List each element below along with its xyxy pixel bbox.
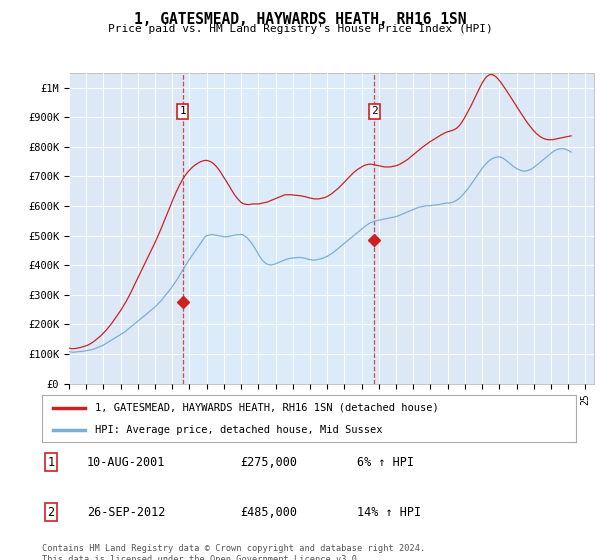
Text: 2: 2 [371, 106, 377, 116]
Text: 1: 1 [47, 455, 55, 469]
Text: 1: 1 [179, 106, 186, 116]
Text: 1, GATESMEAD, HAYWARDS HEATH, RH16 1SN (detached house): 1, GATESMEAD, HAYWARDS HEATH, RH16 1SN (… [95, 403, 439, 413]
Text: Contains HM Land Registry data © Crown copyright and database right 2024.
This d: Contains HM Land Registry data © Crown c… [42, 544, 425, 560]
Text: 26-SEP-2012: 26-SEP-2012 [87, 506, 166, 519]
Text: 6% ↑ HPI: 6% ↑ HPI [357, 455, 414, 469]
Text: £275,000: £275,000 [240, 455, 297, 469]
Text: £485,000: £485,000 [240, 506, 297, 519]
Text: 10-AUG-2001: 10-AUG-2001 [87, 455, 166, 469]
Text: 1, GATESMEAD, HAYWARDS HEATH, RH16 1SN: 1, GATESMEAD, HAYWARDS HEATH, RH16 1SN [134, 12, 466, 27]
Bar [182, 73, 374, 384]
Text: Price paid vs. HM Land Registry's House Price Index (HPI): Price paid vs. HM Land Registry's House … [107, 24, 493, 34]
Text: HPI: Average price, detached house, Mid Sussex: HPI: Average price, detached house, Mid … [95, 424, 383, 435]
Text: 2: 2 [47, 506, 55, 519]
Text: 14% ↑ HPI: 14% ↑ HPI [357, 506, 421, 519]
